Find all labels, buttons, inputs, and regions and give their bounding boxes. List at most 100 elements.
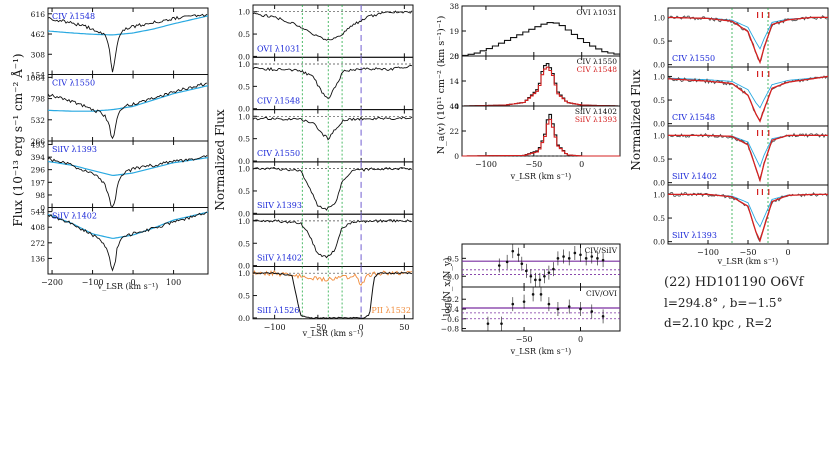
ratio-point [601,315,605,318]
norm-panel-label: SiIV λ1393 [257,201,302,210]
norm-x-axis-label: v_LSR (km s⁻¹) [302,329,364,338]
norm-panel-y-tick-label: 1.0 [238,165,250,174]
flux-panel-y-tick-label: 1064 [26,73,45,82]
fit-total-model [668,193,828,243]
norm-panel-label: OVI λ1031 [257,44,300,53]
flux-panel-y-tick-label: 308 [31,50,46,59]
fit-panel-x-tick-label: −50 [740,248,757,257]
fit-panel-label: SiIV λ1393 [672,231,717,240]
norm-panel-y-tick-label: 1.0 [238,60,250,69]
ratio-point [517,253,520,257]
na-panel-y-tick-label: 28 [449,52,459,61]
ratio-point [543,274,546,278]
ratio-point [486,322,490,325]
norm-profile-line [252,65,413,99]
ratio-point [573,251,577,255]
na-panel-x-tick-label: 0 [579,160,584,169]
flux-model-line [47,211,209,239]
fit-total-model [667,75,829,123]
fit-panel-y-tick-label: 0.0 [653,120,665,129]
norm-panel-label: SiII λ1526 [257,306,299,315]
norm-panel-y-tick-label: 0.0 [238,157,250,166]
norm-profile-line-pii [252,269,413,286]
ratio-point [511,302,515,306]
ratio-x-axis-label: v_LSR (km s⁻¹) [510,347,572,356]
norm-panel-y-tick-label: 0.0 [238,262,250,271]
star-title: (22) HD101190 O6Vf [664,275,804,290]
flux-panel-y-tick-label: 798 [31,95,46,104]
flux-model-line [47,157,209,177]
norm-panel-y-tick-label: 0.5 [238,135,250,144]
norm-panel-label: CIV λ1548 [257,97,300,106]
norm-panel-y-tick-label: 0.5 [238,239,250,248]
fit-panel-y-tick-label: 0.0 [653,179,665,188]
norm-panel-frame [252,266,414,320]
norm-panel-y-tick-label: 0.5 [238,30,250,39]
ratio-panel-y-tick-label: 0.0 [447,272,459,281]
norm-panel-label: CIV λ1550 [257,149,300,158]
ratio-panel-y-tick-label: −0.6 [441,315,459,324]
ratio-point [567,257,571,260]
fit-panel-y-tick-label: 1.0 [653,190,665,199]
flux-y-axis-label: Flux (10⁻¹³ erg s⁻¹ cm⁻² Å⁻¹) [10,53,25,226]
ratio-point [579,253,582,257]
norm-panel-y-tick-label: 1.0 [238,269,250,278]
flux-panel-y-tick-label: 272 [31,239,46,248]
norm-panel-label: SiIV λ1402 [257,254,302,263]
flux-x-axis-label: v_LSR (km s⁻¹) [97,282,159,291]
ratio-panel-y-tick-label: −0.4 [441,305,459,314]
na-panel-label-red: SiIV λ1393 [575,115,617,124]
fit-component-model [668,134,828,168]
fit-panel-label: CIV λ1548 [672,113,715,122]
flux-model-line [47,15,209,36]
ratio-point [538,278,542,282]
na-panel-y-tick-label: 0 [454,52,459,61]
na-panel-y-tick-label: 38 [449,2,459,11]
na-panel-label: SiIV λ1402 [575,107,617,116]
flux-panel-frame [47,207,209,275]
na-histogram-strong [462,118,620,157]
ratio-point [534,278,537,282]
norm-panel-y-tick-label: 1.0 [238,217,250,226]
fit-x-axis-label: v_LSR (km s⁻¹) [717,257,779,266]
na-panel-y-tick-label: 19 [449,27,459,36]
flux-panel-y-tick-label: 462 [31,30,46,39]
ratio-point [497,264,501,267]
flux-data-line [47,13,208,73]
fit-panel-label: CIV λ1550 [672,54,715,63]
norm-panel-x-tick-label: 0 [359,323,364,332]
ratio-point [562,255,565,258]
fit-panel-y-tick-label: 1.0 [653,13,665,22]
flux-panel-x-tick-label: −100 [82,278,104,287]
fit-panel-y-tick-label: 1.0 [653,72,665,81]
norm-panel-label-pii: PII λ1532 [371,306,411,315]
fit-panel-x-tick-label: −100 [697,248,719,257]
ratio-point [579,307,582,311]
fit-panel-y-tick-label: 1.0 [653,131,665,140]
ratio-point [531,293,535,296]
ratio-point [539,293,543,296]
norm-panel-y-tick-label: 0.5 [238,292,250,301]
ratio-point [511,249,515,253]
ratio-panel-label: CIV/OVI [586,289,617,298]
ratio-point [596,257,599,260]
norm-panel-y-tick-label: 0.0 [238,314,250,323]
norm-profile-line [252,166,413,211]
ratio-panel-x-tick-label: 0 [578,335,583,344]
flux-panel-y-tick-label: 197 [31,178,46,187]
ratio-y-axis-label: log(N_x/N_y) [442,257,453,316]
na-panel-x-tick-label: −100 [475,160,497,169]
norm-panel-x-tick-label: −50 [309,323,326,332]
flux-panel-y-tick-label: 493 [31,140,46,149]
ratio-panel-y-tick-label: −0.2 [441,295,459,304]
flux-model-line [48,85,209,112]
ratio-point [547,302,551,306]
ratio-panel-label: CIV/SiIV [584,246,617,255]
flux-panel-x-tick-label: 0 [131,278,136,287]
na-panel-y-tick-label: 0 [454,102,459,111]
fit-y-axis-label: Normalized Flux [629,69,643,170]
flux-panel-label: CIV λ1550 [52,79,95,88]
norm-panel-y-tick-label: 0.0 [238,209,250,218]
na-y-axis-label: N_a(v) (10¹¹ cm⁻² (km s⁻¹)⁻¹) [436,16,447,155]
star-coords: l=294.8° , b=−1.5° [664,296,783,310]
